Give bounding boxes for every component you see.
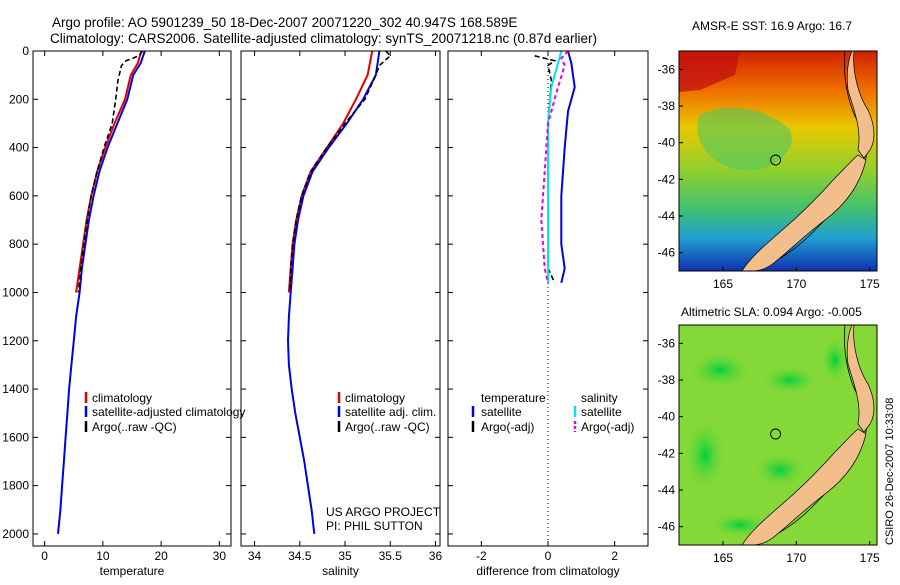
salinity-panel: 34 34.5 35 35.5 36 salinity (240, 50, 443, 578)
sla-blob-1 (690, 352, 750, 388)
legend-title-salinity: salinity (581, 391, 618, 405)
sst-map-title: AMSR-E SST: 16.9 Argo: 16.7 (692, 19, 852, 33)
x-tick-label: 35 (338, 549, 352, 563)
y-tick-label: 1200 (2, 334, 29, 348)
header-line1: Argo profile: AO 5901239_50 18-Dec-2007 … (52, 15, 517, 30)
x-tick-label: 30 (213, 549, 227, 563)
legend-satellite: satellite-adjusted climatology (92, 405, 245, 419)
x-axis-label: difference from climatology (476, 564, 619, 578)
x-axis-label: salinity (322, 564, 359, 578)
series-line-salinity-satellite (547, 50, 563, 283)
plot-frame (32, 50, 232, 547)
x-tick-label: 10 (96, 549, 110, 563)
x-tick-label: 35.5 (379, 549, 403, 563)
x-tick-label: 34 (248, 549, 262, 563)
x-tick-label: 34.5 (288, 549, 312, 563)
map-y-tick-label: -46 (658, 520, 676, 534)
legend-temp-argo: Argo(-adj) (481, 420, 534, 434)
legend-argo: Argo(..raw -QC) (345, 420, 430, 434)
y-tick-label: 2000 (2, 527, 29, 541)
map-x-tick-label: 165 (713, 551, 733, 565)
y-tick-label: 1400 (2, 382, 29, 396)
x-tick-label: 0 (545, 549, 552, 563)
project-annotation-1: US ARGO PROJECT (326, 505, 441, 519)
sst-argo-position (770, 154, 782, 166)
sla-blob-2 (762, 366, 818, 394)
map-x-tick-label: 175 (860, 551, 880, 565)
sst-green-patch (697, 107, 792, 171)
x-axis-label: temperature (100, 564, 165, 578)
sst-map-panel: AMSR-E SST: 16.9 Argo: 16.7 165 170 175 -36… (658, 19, 880, 291)
legend-argo: Argo(..raw -QC) (92, 420, 177, 434)
sst-warm-patch (679, 51, 740, 92)
map-y-tick-label: -44 (658, 209, 676, 223)
legend-climatology: climatology (92, 391, 152, 405)
series-line-salinity-argo-adj (540, 50, 569, 284)
y-tick-label: 1800 (2, 479, 29, 493)
header-line2: Climatology: CARS2006. Satellite-adjuste… (50, 31, 597, 46)
map-x-tick-label: 165 (713, 277, 733, 291)
sst-map-ticks: 165 170 175 -36 -38 -40 -42 -44 -46 (658, 62, 880, 291)
plot-frame (240, 50, 441, 547)
sla-north-island (846, 324, 875, 433)
y-tick-label: 1600 (2, 430, 29, 444)
series-line-satellite-adj-clim (286, 50, 381, 535)
legend-sal-argo: Argo(-adj) (581, 420, 634, 434)
series-line-climatology (287, 50, 374, 293)
sla-map-title: Altimetric SLA: 0.094 Argo: -0.005 (681, 305, 862, 319)
map-x-tick-label: 170 (786, 551, 806, 565)
legend-climatology: climatology (345, 391, 405, 405)
series-line-temperature-satellite (560, 50, 576, 284)
map-y-tick-label: -44 (658, 483, 676, 497)
sst-map-frame (678, 50, 878, 272)
x-tick-label: -2 (476, 549, 487, 563)
map-y-tick-label: -40 (658, 136, 676, 150)
series-line-climatology (75, 50, 143, 293)
map-x-tick-label: 170 (786, 277, 806, 291)
series-line-argo-raw-qc (77, 50, 144, 293)
map-y-tick-label: -36 (658, 62, 676, 76)
project-annotation-2: PI: PHIL SUTTON (326, 519, 423, 533)
sla-map-panel: Altimetric SLA: 0.094 Argo: -0.005 165 17… (658, 305, 880, 565)
difference-legend: temperature salinity satellite Argo(-adj… (471, 391, 634, 434)
salinity-legend: climatology satellite adj. clim. Argo(..… (326, 391, 441, 533)
series-line-argo-raw-qc (289, 50, 392, 293)
map-y-tick-label: -40 (658, 410, 676, 424)
temperature-panel: 0 10 20 30 temperature 0 200 400 600 800 1000 1200 1… (2, 44, 232, 578)
map-y-tick-label: -38 (658, 373, 676, 387)
map-y-tick-label: -36 (658, 336, 676, 350)
sla-blob-3 (685, 420, 725, 490)
y-tick-label: 200 (9, 92, 29, 106)
map-y-tick-label: -46 (658, 246, 676, 260)
series-line-satellite-adjusted-climatology (57, 50, 146, 534)
side-stamp: CSIRO 26-Dec-2007 10:33:08 (884, 398, 896, 545)
y-tick-label: 400 (9, 141, 29, 155)
y-tick-label: 1000 (2, 285, 29, 299)
legend-temp-satellite: satellite (481, 405, 522, 419)
map-y-tick-label: -42 (658, 172, 676, 186)
sla-map-frame (678, 324, 878, 546)
y-tick-label: 0 (22, 44, 29, 58)
sst-north-island (846, 50, 875, 159)
x-tick-label: 20 (154, 549, 168, 563)
sla-blob-6 (821, 338, 849, 382)
map-y-tick-label: -38 (658, 99, 676, 113)
sla-map-ticks: 165 170 175 -36 -38 -40 -42 -44 -46 (658, 336, 880, 565)
x-tick-label: 36 (429, 549, 443, 563)
x-tick-label: 2 (611, 549, 618, 563)
y-tick-label: 600 (9, 189, 29, 203)
map-y-tick-label: -42 (658, 446, 676, 460)
x-tick-label: 0 (41, 549, 48, 563)
sla-argo-position (770, 428, 782, 440)
legend-sal-satellite: satellite (581, 405, 622, 419)
legend-satellite: satellite adj. clim. (345, 405, 436, 419)
y-tick-label: 800 (9, 237, 29, 251)
legend-title-temperature: temperature (481, 391, 546, 405)
sla-blob-4 (754, 454, 806, 486)
map-x-tick-label: 175 (860, 277, 880, 291)
temperature-legend: climatology satellite-adjusted climatolo… (84, 391, 245, 434)
